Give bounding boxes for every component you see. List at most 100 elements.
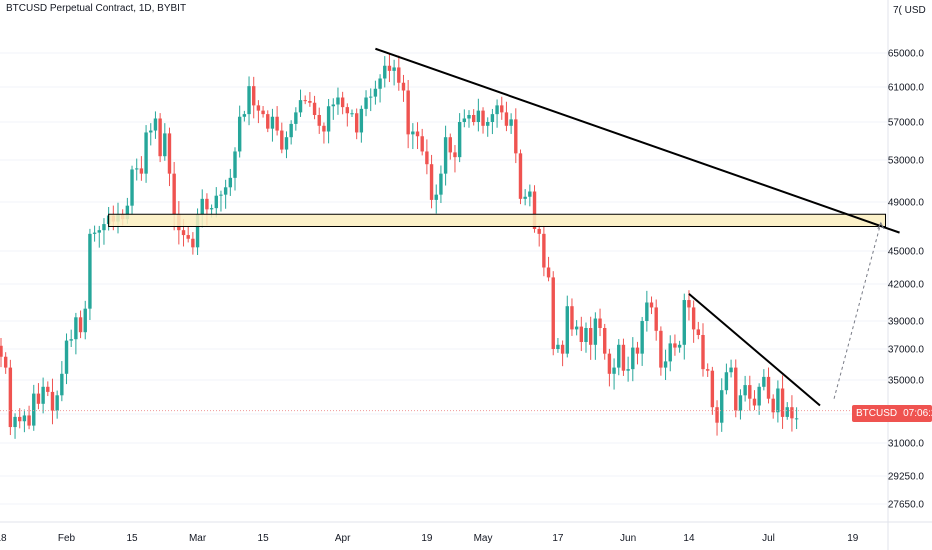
current-price-badge: BTCUSD 07:06:24 <box>852 405 932 422</box>
candle-body <box>771 398 775 413</box>
drawings-layer <box>0 47 900 412</box>
candle-body <box>406 90 410 135</box>
candle <box>18 408 22 429</box>
candle-body <box>41 386 45 404</box>
candle-body <box>22 415 27 422</box>
candle-body <box>261 110 265 115</box>
candle <box>97 225 101 248</box>
candle <box>645 290 649 332</box>
candle <box>682 293 686 360</box>
time-tick-label: Apr <box>335 533 351 544</box>
candle-body <box>13 416 17 428</box>
currency-label[interactable]: 7( USD <box>893 5 926 16</box>
candle <box>738 389 743 420</box>
resistance-zone[interactable] <box>108 213 887 227</box>
candle-body <box>560 344 565 354</box>
candle-body <box>27 415 31 426</box>
candle-body <box>790 407 794 419</box>
projection-arrow[interactable] <box>833 222 882 399</box>
candle <box>354 108 359 140</box>
candle-body <box>32 393 36 426</box>
candle-body <box>425 151 429 165</box>
time-axis[interactable]: 18 Feb 15 Mar 15 Apr 19 May 17 Jun 14 Jul 19 <box>0 533 859 544</box>
candle-body <box>574 326 579 330</box>
candle <box>27 405 31 430</box>
candle-body <box>200 198 204 215</box>
candle <box>429 154 434 209</box>
candle-body <box>172 173 176 215</box>
trendline[interactable] <box>375 47 900 234</box>
candle-body <box>102 224 106 231</box>
candle <box>144 125 148 183</box>
price-tick-label: 29250.0 <box>888 472 925 483</box>
candle-body <box>46 386 50 392</box>
candle <box>46 381 50 397</box>
candle <box>584 322 588 353</box>
candle-body <box>237 116 242 152</box>
candle <box>603 323 607 360</box>
candle <box>139 156 144 181</box>
candle <box>36 383 41 410</box>
badge-symbol: BTCUSD <box>856 408 898 419</box>
candle-body <box>434 194 438 200</box>
candle-body <box>649 302 654 308</box>
candle <box>705 363 710 377</box>
candle <box>715 400 719 436</box>
candle <box>565 295 569 358</box>
candle <box>457 113 462 163</box>
candle-body <box>298 100 303 113</box>
candle <box>340 91 345 115</box>
candle-body <box>289 123 293 138</box>
candle-body <box>682 300 686 345</box>
candle <box>794 407 799 430</box>
candle <box>247 76 251 126</box>
candle <box>214 187 218 218</box>
candle-body <box>762 376 766 387</box>
candle <box>729 359 733 378</box>
candle <box>790 395 794 432</box>
candle-body <box>326 106 331 132</box>
candle <box>308 92 312 107</box>
candle <box>8 359 13 436</box>
candle <box>551 271 555 356</box>
candle <box>570 298 574 336</box>
candle-body <box>275 116 279 131</box>
candle-body <box>701 335 705 370</box>
candle <box>266 110 270 133</box>
candle-body <box>205 198 209 210</box>
candle-body <box>448 137 452 153</box>
candle-body <box>195 214 200 248</box>
candle <box>163 123 167 161</box>
candle <box>762 369 766 391</box>
price-axis[interactable]: 27650.029250.031000.033000.035000.037000… <box>888 49 925 511</box>
candle-body <box>373 88 378 97</box>
candle <box>560 340 565 367</box>
candle-body <box>252 86 256 106</box>
candle <box>228 168 233 196</box>
candle-body <box>345 107 350 114</box>
candle-body <box>18 416 22 422</box>
candle-body <box>546 267 551 278</box>
candle <box>64 333 69 385</box>
candle <box>331 98 335 120</box>
candle-body <box>607 353 612 374</box>
candle <box>135 158 139 181</box>
candle-body <box>570 306 574 330</box>
candle-body <box>369 96 373 98</box>
candle <box>284 131 289 159</box>
candle-body <box>565 306 569 354</box>
candle-body <box>3 356 8 368</box>
candle-body <box>397 67 401 83</box>
candle-body <box>705 369 710 371</box>
candle <box>556 338 560 353</box>
candle <box>336 87 340 115</box>
trendline[interactable] <box>688 293 821 407</box>
candle <box>387 53 392 83</box>
candle <box>223 179 228 209</box>
candle-body <box>191 238 195 248</box>
time-tick-label: 17 <box>552 533 564 544</box>
candle-body <box>383 65 387 79</box>
candle <box>631 337 635 382</box>
